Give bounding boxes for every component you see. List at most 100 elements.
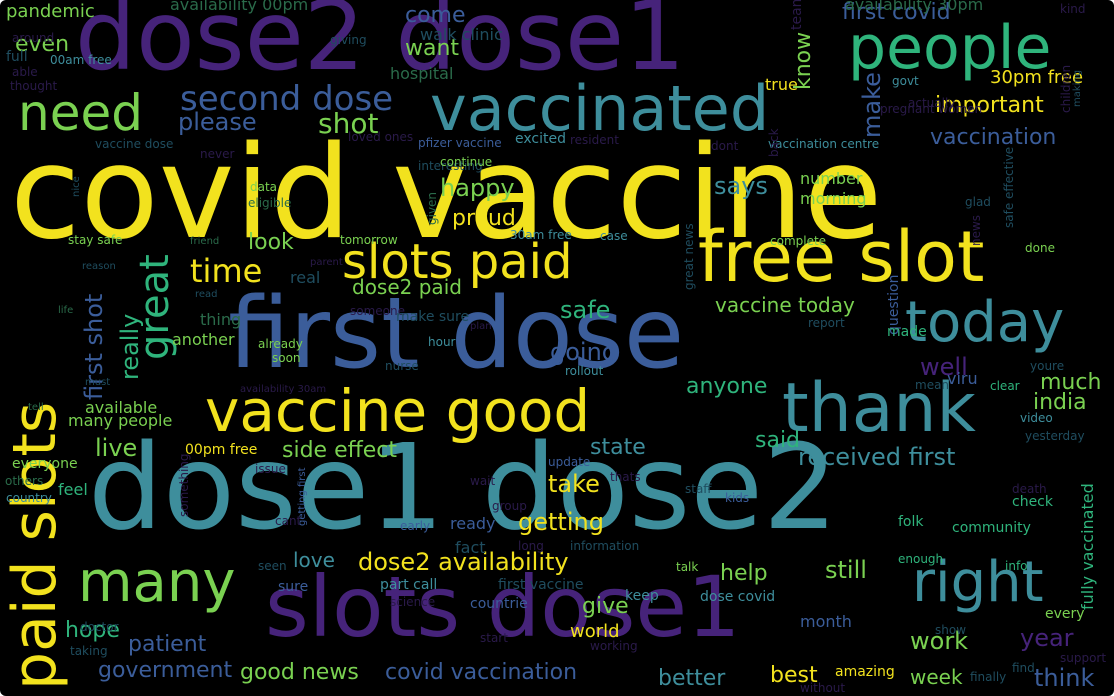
cloud-word: 30pm free — [990, 67, 1084, 88]
cloud-word: full — [6, 49, 28, 65]
cloud-word: many — [78, 550, 236, 615]
cloud-word: making — [1072, 69, 1083, 107]
cloud-word: support — [1060, 651, 1107, 665]
cloud-word: plan — [470, 321, 492, 332]
cloud-word: long — [518, 539, 544, 553]
cloud-word: science — [390, 595, 436, 609]
cloud-word: youre — [1030, 359, 1065, 373]
cloud-word: taking — [70, 644, 108, 658]
cloud-word: 00pm free — [185, 442, 258, 458]
cloud-word: amazing — [835, 664, 895, 680]
cloud-word: early — [400, 519, 431, 533]
cloud-word: read — [195, 289, 218, 300]
cloud-word: says — [714, 172, 768, 200]
cloud-word: hope — [65, 618, 120, 643]
cloud-word: thank — [782, 369, 976, 448]
cloud-word: received first — [798, 443, 956, 471]
cloud-word: real — [290, 268, 321, 287]
cloud-word: take — [548, 470, 600, 498]
cloud-word: dose covid — [700, 589, 776, 605]
cloud-word: thought — [10, 79, 58, 93]
cloud-word: without — [800, 681, 846, 695]
cloud-word: doctor — [80, 620, 119, 634]
cloud-word: make sure — [396, 309, 470, 325]
cloud-word: talk — [676, 560, 699, 574]
cloud-word: actually — [908, 96, 956, 110]
cloud-word: feel — [58, 480, 88, 499]
cloud-word: info — [1005, 559, 1028, 573]
cloud-word: availability 00pm — [170, 0, 309, 14]
cloud-word: 00am free — [50, 53, 112, 67]
cloud-word: anyone — [686, 374, 768, 399]
cloud-word: really — [116, 313, 144, 380]
cloud-word: vaccination — [930, 125, 1057, 150]
cloud-word: finally — [970, 670, 1007, 684]
cloud-word: think — [1034, 664, 1095, 692]
cloud-word: covid vaccine — [10, 119, 883, 268]
cloud-word: done — [1025, 241, 1055, 255]
cloud-word: vaccine dose — [95, 137, 174, 151]
cloud-word: important — [935, 93, 1044, 118]
cloud-word: giving — [330, 33, 367, 47]
cloud-word: country — [6, 491, 52, 505]
cloud-word: loved ones — [348, 130, 414, 144]
cloud-word: paid slots — [0, 401, 70, 690]
cloud-word: pandemic — [6, 1, 95, 22]
cloud-word: available — [85, 398, 158, 417]
cloud-word: true — [765, 75, 798, 94]
cloud-word: need — [18, 84, 143, 142]
cloud-word: fully vaccinated — [1078, 483, 1097, 610]
cloud-word: happy — [440, 174, 515, 202]
cloud-word: yesterday — [1025, 429, 1085, 443]
cloud-word: report — [808, 316, 845, 330]
cloud-word: safe effective — [1002, 146, 1016, 228]
cloud-word: another — [172, 330, 235, 349]
cloud-word: tell — [28, 402, 44, 413]
cloud-word: pfizer vaccine — [418, 136, 502, 150]
cloud-word: update — [548, 455, 591, 469]
cloud-word: first covid — [842, 0, 951, 25]
cloud-word: better — [658, 666, 726, 691]
cloud-word: availability 30pm — [845, 0, 984, 14]
cloud-word: want — [405, 36, 460, 61]
cloud-word: rollout — [565, 364, 604, 378]
cloud-word: given — [425, 191, 439, 225]
cloud-word: stay safe — [68, 233, 123, 247]
cloud-word: good news — [240, 660, 359, 685]
cloud-word: eligible — [248, 196, 292, 210]
cloud-word: kind — [1060, 2, 1086, 16]
cloud-word: shot — [318, 107, 379, 140]
cloud-word: govt — [892, 74, 919, 88]
cloud-word: clear — [990, 379, 1020, 393]
cloud-word: excited — [515, 131, 566, 147]
cloud-word: death — [1012, 482, 1047, 496]
cloud-word: around — [12, 31, 55, 45]
cloud-word: keep — [625, 588, 659, 604]
cloud-word: show — [935, 623, 967, 637]
cloud-word: seen — [258, 559, 287, 573]
cloud-word: india — [1033, 390, 1087, 415]
cloud-word: vaccinated — [430, 72, 770, 145]
cloud-word: week — [910, 665, 963, 689]
cloud-word: wait — [470, 474, 496, 488]
cloud-word: dose2 dose1 — [75, 0, 686, 92]
cloud-word: state — [590, 435, 646, 460]
cloud-word: love — [293, 548, 335, 572]
cloud-word: proud — [452, 206, 516, 231]
cloud-word: dose2 availability — [358, 548, 569, 576]
cloud-word: reason — [82, 261, 116, 272]
cloud-word: continue — [440, 155, 493, 169]
cloud-word: number — [800, 169, 863, 188]
cloud-word: someone — [350, 304, 405, 318]
cloud-word: world — [570, 621, 620, 642]
cloud-word: great news — [682, 223, 696, 290]
cloud-word: time — [190, 252, 263, 290]
cloud-word: children — [1059, 64, 1073, 113]
cloud-word: live — [95, 434, 138, 462]
cloud-word: information — [570, 539, 640, 553]
cloud-word: walk clinic — [420, 25, 503, 44]
cloud-word: first vaccine — [498, 577, 584, 593]
cloud-word: month — [800, 612, 852, 631]
cloud-word: thats — [610, 470, 641, 484]
cloud-word: dont — [711, 139, 739, 153]
